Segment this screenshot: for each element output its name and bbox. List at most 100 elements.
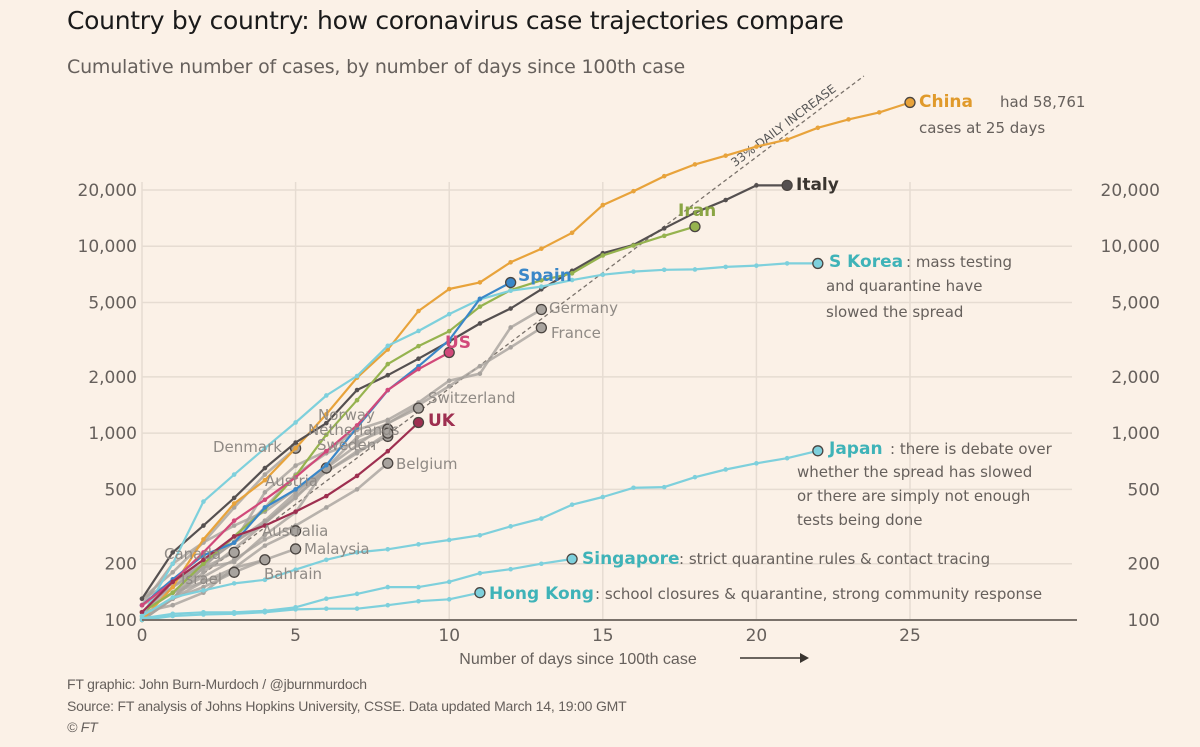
series-endpoint (412, 416, 425, 429)
data-point (170, 595, 176, 600)
series-label: Hong Kong (489, 584, 594, 604)
data-point (446, 328, 452, 334)
data-point (293, 475, 298, 480)
data-point (201, 557, 206, 563)
series-label: Bahrain (264, 565, 322, 583)
data-point (354, 397, 360, 403)
data-point (262, 490, 268, 495)
y-tick-label-right: 100 (1128, 611, 1160, 631)
data-point (170, 584, 176, 590)
series-annotation: : strict quarantine rules & contact trac… (679, 550, 990, 568)
series-line (141, 101, 911, 621)
data-point (231, 540, 237, 546)
data-point (201, 584, 206, 590)
series-label: UK (428, 411, 456, 431)
series-label: China (919, 92, 973, 112)
data-point (477, 570, 483, 576)
series-annotation: : there is debate over whether the spread… (797, 440, 1053, 529)
data-point (354, 487, 360, 492)
data-point (446, 337, 452, 343)
data-point (170, 569, 176, 575)
data-point (539, 516, 544, 521)
y-tick-label-left: 2,000 (88, 368, 137, 388)
data-point (477, 532, 483, 538)
data-point (661, 267, 667, 273)
data-point (262, 532, 268, 538)
y-tick-label-left: 500 (105, 480, 137, 500)
data-point (231, 581, 237, 586)
series-line (141, 421, 420, 614)
data-point (661, 484, 667, 490)
data-point (231, 611, 237, 617)
y-tick-label-left: 1,000 (88, 424, 137, 444)
data-point (539, 284, 544, 289)
data-point (262, 445, 268, 451)
y-tick-label-right: 20,000 (1101, 181, 1160, 201)
data-point (539, 246, 544, 251)
footer-source: Source: FT analysis of Johns Hopkins Uni… (67, 698, 627, 714)
data-point (631, 188, 636, 194)
chart-subtitle: Cumulative number of cases, by number of… (67, 56, 685, 78)
data-point (293, 487, 298, 492)
series-label: Canada (164, 545, 221, 563)
series-label: Singapore (582, 549, 680, 569)
data-point (201, 537, 206, 542)
series-endpoint (259, 554, 271, 566)
series-label: Germany (549, 299, 618, 317)
data-point (231, 534, 237, 539)
footer-credit: FT graphic: John Burn-Murdoch / @jburnmu… (67, 676, 367, 692)
y-tick-label-right: 1,000 (1111, 424, 1160, 444)
data-point (723, 197, 728, 203)
data-point (477, 363, 483, 369)
data-point (661, 233, 667, 239)
series-annotation: : mass testing and quarantine have slowed … (826, 253, 1012, 321)
series-endpoint (228, 546, 240, 559)
data-point (416, 328, 421, 334)
series-foreground-group (139, 96, 916, 623)
data-point (293, 420, 298, 425)
data-point (354, 473, 360, 479)
data-point (262, 609, 268, 615)
data-point (446, 286, 452, 292)
series-singapore (139, 553, 578, 621)
data-point (385, 387, 391, 393)
x-axis-arrow-icon (740, 653, 809, 663)
x-tick-label: 15 (592, 626, 614, 646)
data-point (539, 277, 544, 283)
y-tick-label-right: 2,000 (1111, 368, 1160, 388)
data-point (354, 387, 360, 393)
data-point (569, 271, 575, 276)
series-label: Austria (265, 472, 318, 490)
data-point (201, 579, 206, 585)
reference-line (141, 75, 865, 621)
data-point (201, 569, 206, 575)
data-point (293, 567, 298, 572)
series-endpoint (289, 525, 302, 537)
series-italy (139, 179, 793, 602)
data-point (262, 505, 268, 510)
series-label: Netherlands (308, 421, 400, 439)
data-point (139, 596, 145, 602)
data-point (446, 311, 452, 317)
data-point (477, 321, 483, 326)
x-tick-label: 5 (290, 626, 301, 646)
data-point (201, 612, 206, 617)
data-point (754, 183, 759, 188)
series-endpoint (504, 276, 517, 289)
series-annotation: : school closures & quarantine, strong c… (595, 585, 1042, 603)
data-point (477, 371, 483, 377)
y-tick-label-left: 200 (105, 555, 137, 575)
series-line (141, 184, 788, 600)
data-point (539, 561, 544, 567)
series-label: Israel (181, 570, 222, 588)
data-point (600, 253, 606, 258)
data-point (631, 485, 636, 491)
y-tick-label-left: 20,000 (78, 181, 137, 201)
data-point (661, 226, 667, 231)
series-label: Spain (518, 266, 572, 286)
series-uk (139, 416, 425, 615)
data-point (262, 472, 268, 477)
series-endpoint (289, 543, 302, 555)
